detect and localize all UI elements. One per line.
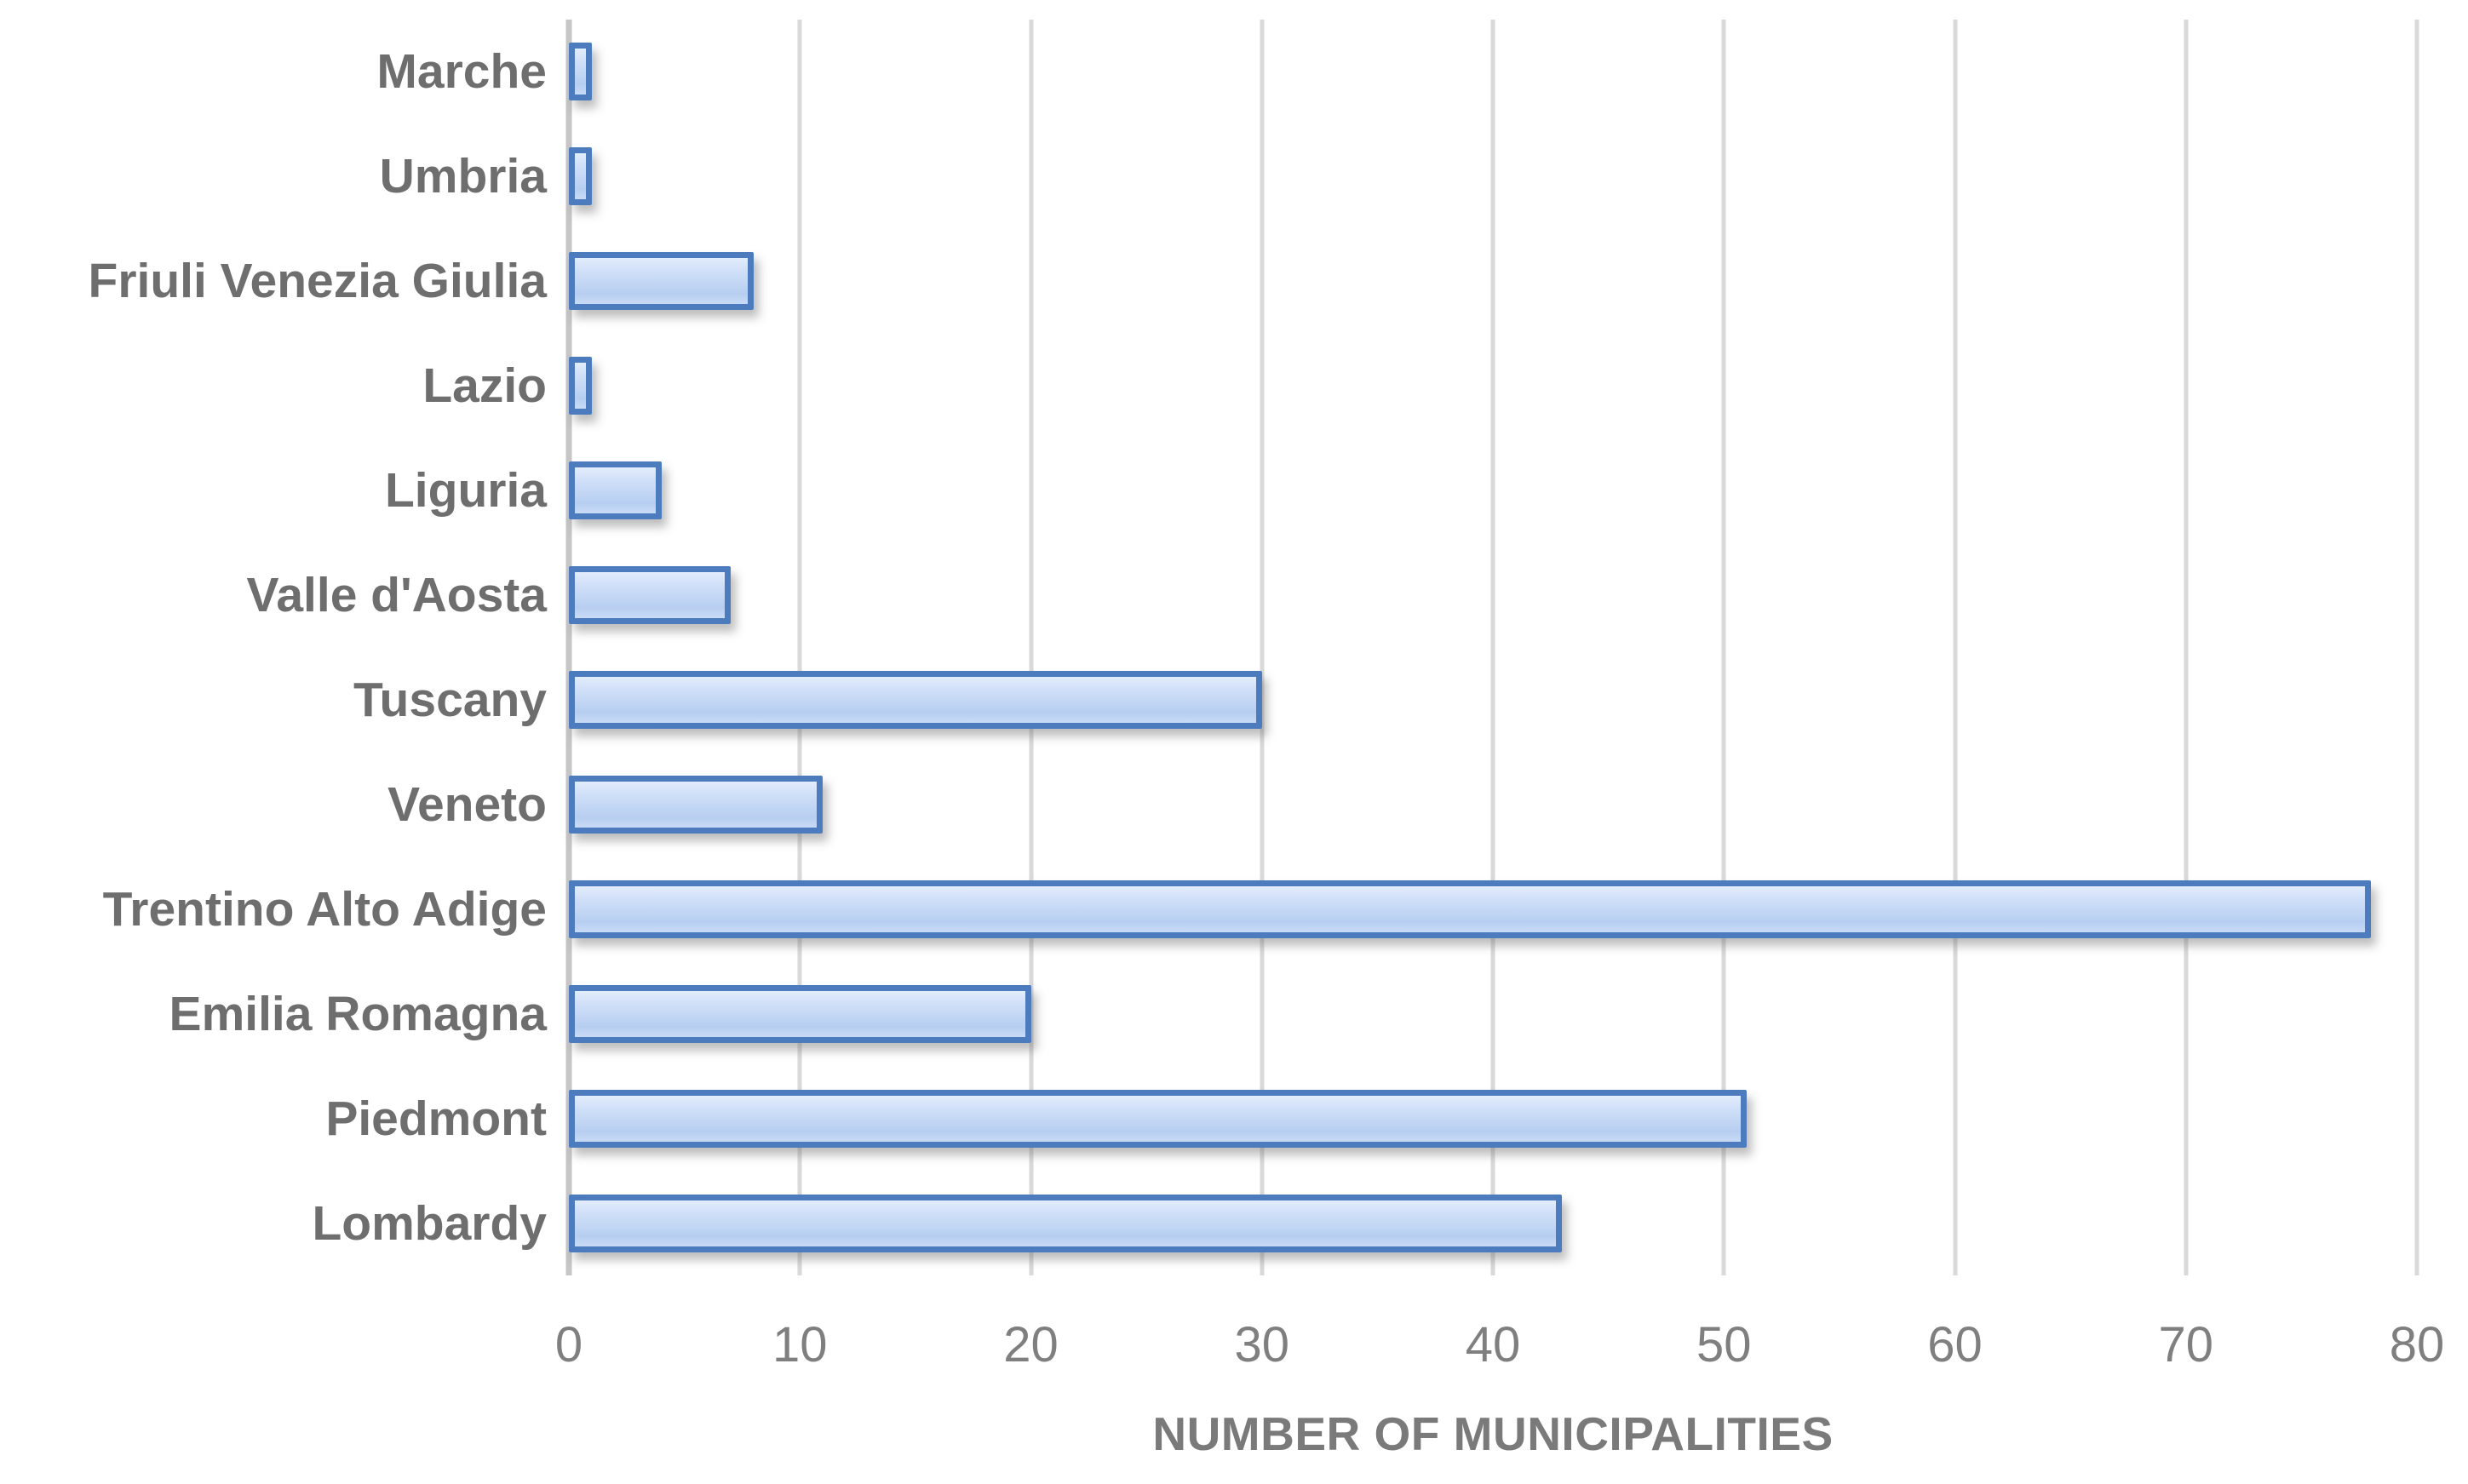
x-tick-label: 60 xyxy=(1927,1317,1983,1372)
bar-row xyxy=(569,124,2417,229)
gridline xyxy=(1953,20,1957,1275)
x-tick-label: 40 xyxy=(1465,1317,1521,1372)
gridline xyxy=(1260,20,1265,1275)
bar xyxy=(569,775,824,834)
category-label: Liguria xyxy=(384,463,547,519)
bar-series xyxy=(569,20,2417,1275)
bar-row xyxy=(569,1171,2417,1275)
bar xyxy=(569,984,1031,1043)
bar xyxy=(569,566,731,625)
category-label: Tuscany xyxy=(353,672,547,727)
category-label: Valle d'Aosta xyxy=(246,568,547,623)
category-label: Lombardy xyxy=(312,1195,547,1251)
x-axis-ticks: 0 10 20 30 40 50 60 70 80 xyxy=(555,1275,2444,1395)
gridline xyxy=(1029,20,1033,1275)
bar-row xyxy=(569,961,2417,1066)
gridline xyxy=(1721,20,1726,1275)
bar xyxy=(569,670,1262,729)
category-label: Veneto xyxy=(387,776,547,832)
gridline xyxy=(2184,20,2189,1275)
x-tick-label: 10 xyxy=(772,1317,828,1372)
x-tick-label: 30 xyxy=(1234,1317,1290,1372)
x-tick-label: 80 xyxy=(2389,1317,2445,1372)
bar-row xyxy=(569,1066,2417,1171)
bar-row xyxy=(569,857,2417,961)
x-tick-label: 50 xyxy=(1696,1317,1752,1372)
bar xyxy=(569,1089,1748,1148)
x-axis-title: NUMBER OF MUNICIPALITIES xyxy=(1152,1407,1834,1460)
bar-row xyxy=(569,229,2417,334)
bar xyxy=(569,357,593,415)
y-axis-labels: Marche Umbria Friuli Venezia Giulia Lazio Li… xyxy=(0,20,548,1275)
gridline xyxy=(1490,20,1495,1275)
y-axis-line xyxy=(565,20,572,1275)
x-tick-label: 0 xyxy=(554,1317,583,1372)
bar-row xyxy=(569,334,2417,438)
category-label: Marche xyxy=(376,44,547,100)
category-label: Friuli Venezia Giulia xyxy=(88,254,548,309)
gridline xyxy=(797,20,802,1275)
category-label: Lazio xyxy=(422,358,547,414)
category-label: Emilia Romagna xyxy=(169,986,547,1041)
bar xyxy=(569,880,2371,938)
bar xyxy=(569,1194,1563,1252)
bar-row xyxy=(569,543,2417,648)
bar-row xyxy=(569,648,2417,753)
gridline xyxy=(2414,20,2419,1275)
x-tick-label: 70 xyxy=(2158,1317,2214,1372)
bar xyxy=(569,147,593,206)
x-tick-label: 20 xyxy=(1003,1317,1059,1372)
plot-area xyxy=(565,20,2419,1275)
bar-row xyxy=(569,20,2417,124)
bar xyxy=(569,252,754,311)
category-label: Piedmont xyxy=(325,1091,547,1146)
bar xyxy=(569,43,593,101)
category-label: Umbria xyxy=(379,149,547,204)
bar-row xyxy=(569,438,2417,543)
category-label: Trentino Alto Adige xyxy=(102,881,547,937)
bar-row xyxy=(569,752,2417,857)
bar xyxy=(569,461,662,520)
